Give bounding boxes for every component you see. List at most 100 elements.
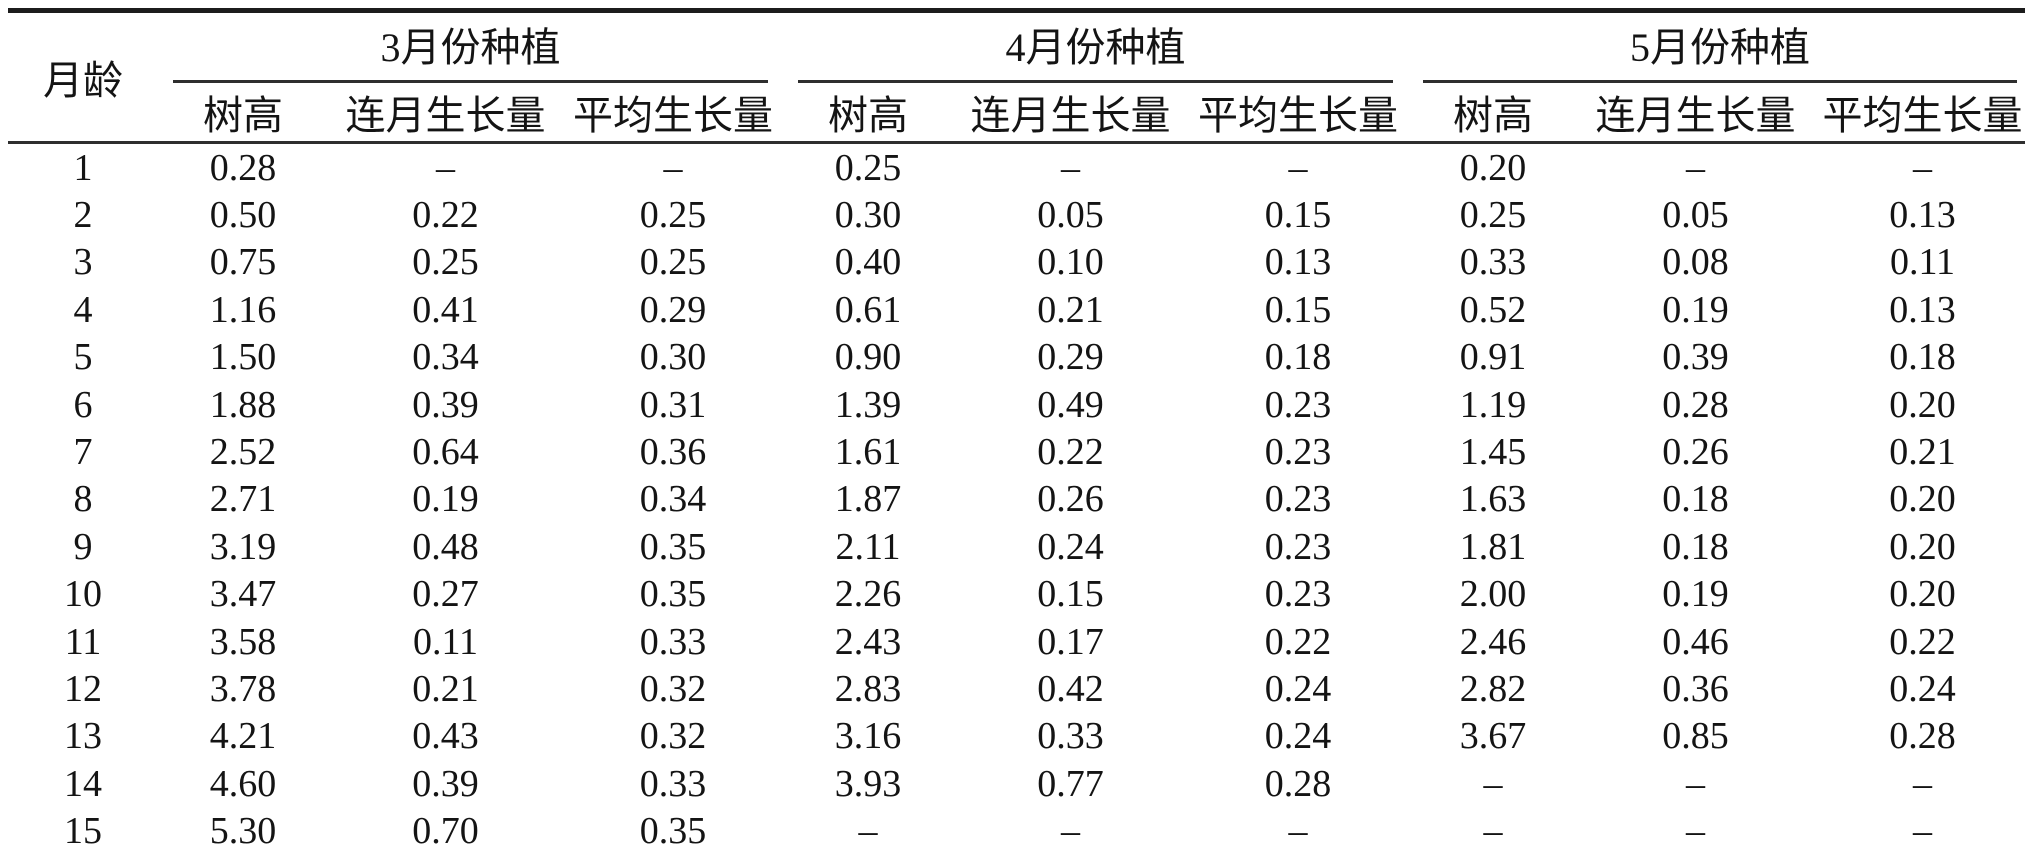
value-cell: 5.30 bbox=[209, 810, 277, 851]
value-cell: 3.58 bbox=[209, 620, 277, 663]
value-cell: 0.19 bbox=[412, 478, 479, 521]
table-row: 10 3.47 0.27 0.35 2.26 0.15 0.23 2.00 0.19 0.20 bbox=[8, 571, 2025, 618]
month-age-cell: 3 bbox=[73, 241, 93, 284]
value-cell: 0.11 bbox=[412, 620, 479, 663]
month-age-cell: 13 bbox=[64, 715, 102, 758]
value-cell: – bbox=[1061, 146, 1080, 189]
month-age-cell: 12 bbox=[64, 667, 102, 710]
value-cell: 0.39 bbox=[412, 762, 479, 805]
table-row: 1 0.28 – – 0.25 – – 0.20 – – bbox=[8, 143, 2025, 192]
value-cell: 1.88 bbox=[209, 383, 277, 426]
value-cell: 0.25 bbox=[639, 241, 707, 284]
value-cell: 4.21 bbox=[209, 715, 277, 758]
subheader-march-average-growth: 平均生长量 bbox=[563, 83, 783, 144]
table-row: 9 3.19 0.48 0.35 2.11 0.24 0.23 1.81 0.18 0.20 bbox=[8, 523, 2025, 570]
table-body: 1 0.28– –0.25– –0.20– –2 0.50 0.22 0.25 0.30 0.05… bbox=[8, 143, 2025, 851]
value-cell: 0.41 bbox=[412, 288, 479, 331]
value-cell: 0.77 bbox=[1037, 762, 1104, 805]
subheader-april-average-growth: 平均生长量 bbox=[1188, 83, 1408, 144]
value-cell: 0.26 bbox=[1662, 431, 1729, 474]
value-cell: 0.08 bbox=[1662, 241, 1729, 284]
value-cell: 0.39 bbox=[412, 383, 479, 426]
value-cell: 0.18 bbox=[1662, 478, 1729, 521]
value-cell: 0.11 bbox=[1889, 241, 1956, 284]
value-cell: 0.35 bbox=[639, 573, 707, 616]
value-cell: 0.39 bbox=[1662, 336, 1729, 379]
value-cell: 0.27 bbox=[412, 573, 479, 616]
value-cell: – bbox=[663, 146, 683, 189]
value-cell: 0.15 bbox=[1037, 573, 1104, 616]
sub-header-row: 树高 连月生长量 平均生长量 树高 连月生长量 平均生长量 树高 连月生长量 平… bbox=[8, 83, 2025, 144]
value-cell: – bbox=[1686, 146, 1705, 189]
value-cell: 0.17 bbox=[1037, 620, 1104, 663]
value-cell: 0.26 bbox=[1037, 478, 1104, 521]
value-cell: 3.78 bbox=[209, 667, 277, 710]
value-cell: 0.05 bbox=[1662, 194, 1729, 237]
table-row: 7 2.52 0.64 0.36 1.61 0.22 0.23 1.45 0.26 0.21 bbox=[8, 428, 2025, 475]
value-cell: 0.24 bbox=[1037, 525, 1104, 568]
value-cell: 0.23 bbox=[1264, 573, 1332, 616]
table-row: 6 1.88 0.39 0.31 1.39 0.49 0.23 1.19 0.28 0.20 bbox=[8, 381, 2025, 428]
table-header: 月龄 3月份种植 4月份种植 5月份种植 树高 连月生长量 平均生长量 树高 连… bbox=[8, 10, 2025, 144]
value-cell: 0.33 bbox=[1037, 715, 1104, 758]
value-cell: 0.22 bbox=[1264, 620, 1332, 663]
value-cell: 0.30 bbox=[639, 336, 707, 379]
group-header-april-planting: 4月份种植 bbox=[783, 11, 1408, 83]
subheader-march-monthly-growth: 连月生长量 bbox=[328, 83, 563, 144]
table-row: 8 2.71 0.19 0.34 1.87 0.26 0.23 1.63 0.18 0.20 bbox=[8, 476, 2025, 523]
value-cell: 0.34 bbox=[639, 478, 707, 521]
value-cell: 0.61 bbox=[834, 288, 902, 331]
subheader-may-average-growth: 平均生长量 bbox=[1813, 83, 2025, 144]
value-cell: 4.60 bbox=[209, 762, 277, 805]
month-age-cell: 6 bbox=[73, 383, 93, 426]
value-cell: 0.20 bbox=[1889, 478, 1956, 521]
value-cell: – bbox=[1686, 762, 1705, 805]
value-cell: 0.36 bbox=[639, 431, 707, 474]
group-header-march-label: 3月份种植 bbox=[173, 13, 768, 83]
value-cell: 0.35 bbox=[639, 525, 707, 568]
value-cell: – bbox=[1288, 146, 1308, 189]
value-cell: 0.05 bbox=[1037, 194, 1104, 237]
value-cell: 0.15 bbox=[1264, 194, 1332, 237]
subheader-may-tree-height: 树高 bbox=[1408, 83, 1578, 144]
value-cell: 2.26 bbox=[834, 573, 902, 616]
value-cell: 0.85 bbox=[1662, 715, 1729, 758]
table-row: 4 1.16 0.41 0.29 0.61 0.21 0.15 0.52 0.19 0.13 bbox=[8, 286, 2025, 333]
value-cell: 0.29 bbox=[1037, 336, 1104, 379]
value-cell: 2.00 bbox=[1459, 573, 1527, 616]
value-cell: 3.93 bbox=[834, 762, 902, 805]
group-header-row: 月龄 3月份种植 4月份种植 5月份种植 bbox=[8, 10, 2025, 144]
table-row: 5 1.50 0.34 0.30 0.90 0.29 0.18 0.91 0.39 0.18 bbox=[8, 334, 2025, 381]
value-cell: 3.16 bbox=[834, 715, 902, 758]
subheader-april-monthly-growth: 连月生长量 bbox=[953, 83, 1188, 144]
value-cell: 0.25 bbox=[639, 194, 707, 237]
value-cell: 1.87 bbox=[834, 478, 902, 521]
value-cell: 0.13 bbox=[1889, 194, 1956, 237]
value-cell: 0.21 bbox=[1889, 431, 1956, 474]
value-cell: 0.24 bbox=[1264, 667, 1332, 710]
group-header-may-label: 5月份种植 bbox=[1423, 13, 2017, 83]
value-cell: 1.81 bbox=[1459, 525, 1527, 568]
group-header-may-planting: 5月份种植 bbox=[1408, 11, 2025, 83]
value-cell: 0.25 bbox=[834, 146, 902, 189]
table-row: 14 4.60 0.39 0.33 3.93 0.77 0.28 – – – bbox=[8, 760, 2025, 807]
value-cell: 0.31 bbox=[639, 383, 707, 426]
month-age-cell: 11 bbox=[64, 620, 102, 663]
group-header-april-label: 4月份种植 bbox=[798, 13, 1393, 83]
value-cell: – bbox=[1061, 810, 1080, 851]
value-cell: 0.28 bbox=[209, 146, 277, 189]
table-row: 3 0.75 0.25 0.25 0.40 0.10 0.13 0.33 0.08 0.11 bbox=[8, 239, 2025, 286]
value-cell: 1.45 bbox=[1459, 431, 1527, 474]
value-cell: 2.46 bbox=[1459, 620, 1527, 663]
subheader-march-tree-height: 树高 bbox=[158, 83, 328, 144]
value-cell: – bbox=[1483, 762, 1503, 805]
value-cell: 0.32 bbox=[639, 667, 707, 710]
value-cell: 0.23 bbox=[1264, 431, 1332, 474]
month-age-cell: 2 bbox=[73, 194, 93, 237]
value-cell: 0.24 bbox=[1264, 715, 1332, 758]
value-cell: 0.18 bbox=[1264, 336, 1332, 379]
value-cell: 0.48 bbox=[412, 525, 479, 568]
value-cell: 0.13 bbox=[1889, 288, 1956, 331]
value-cell: 0.40 bbox=[834, 241, 902, 284]
value-cell: 0.19 bbox=[1662, 573, 1729, 616]
